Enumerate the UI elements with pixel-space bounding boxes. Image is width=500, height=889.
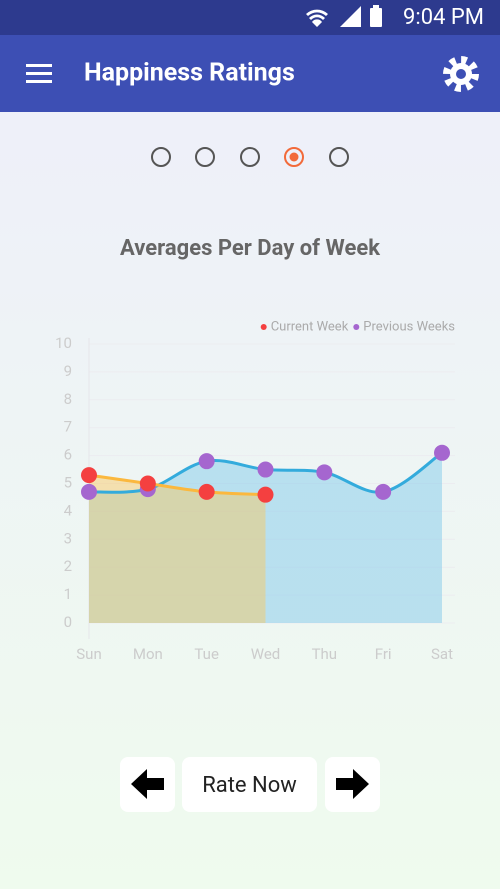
line — [88, 473, 266, 497]
point — [316, 464, 333, 481]
settings-button[interactable] — [443, 56, 479, 92]
next-button[interactable] — [325, 757, 380, 812]
point — [81, 483, 97, 500]
legend-dot — [260, 324, 267, 330]
y-tick-label: 3 — [64, 529, 72, 547]
y-tick-label: 5 — [64, 473, 72, 491]
point — [257, 461, 274, 478]
app-bar — [0, 35, 500, 112]
signal-icon — [340, 6, 361, 27]
rate-button[interactable]: Rate Now — [182, 757, 317, 812]
legend-label: Previous Weeks — [363, 319, 455, 334]
point — [434, 444, 450, 461]
point — [198, 453, 215, 470]
point — [198, 483, 215, 500]
status-icons — [306, 5, 382, 27]
point — [375, 483, 392, 500]
app-title: Happiness Ratings — [84, 59, 295, 88]
legend-dot — [353, 324, 360, 330]
page-dot[interactable] — [151, 147, 171, 167]
x-tick-label: Mon — [133, 645, 163, 663]
battery-icon — [370, 8, 382, 27]
prev-button[interactable] — [120, 757, 175, 812]
y-tick-label: 9 — [64, 362, 72, 380]
y-tick-label: 0 — [64, 613, 72, 631]
x-tick-label: Sat — [431, 645, 453, 663]
x-tick-label: Fri — [375, 645, 392, 663]
x-tick-label: Thu — [312, 645, 337, 663]
status-bar — [0, 0, 500, 35]
page-dot[interactable] — [240, 147, 260, 167]
page-dot-fill — [289, 152, 299, 162]
clock: 9:04 PM — [403, 5, 484, 30]
rate-label: Rate Now — [202, 773, 297, 798]
y-tick-label: 10 — [55, 334, 72, 352]
x-tick-label: Sun — [76, 645, 101, 663]
point — [139, 475, 156, 492]
area — [89, 452, 442, 623]
legend-label: Current Week — [271, 319, 349, 334]
x-tick-label: Wed — [251, 645, 281, 663]
y-tick-label: 1 — [64, 585, 72, 603]
y-tick-label: 2 — [64, 557, 72, 575]
wifi-icon — [306, 9, 328, 27]
page-dot-active[interactable] — [284, 147, 304, 167]
battery-tip — [373, 5, 379, 8]
point — [257, 486, 274, 503]
y-tick-label: 4 — [64, 501, 73, 519]
x-tick-label: Tue — [194, 645, 219, 663]
page-dot[interactable] — [195, 147, 215, 167]
chart: 0 1 2 3 4 5 6 7 8 9 10 Sun Mon Tue Wed Thu Fri Sat Previou… — [55, 319, 455, 663]
area — [89, 475, 266, 623]
y-tick-label: 6 — [64, 446, 72, 464]
y-tick-label: 7 — [64, 418, 72, 436]
y-tick-label: 8 — [64, 390, 72, 408]
chart-title: Averages Per Day of Week — [120, 236, 380, 261]
menu-button[interactable] — [26, 64, 52, 83]
point — [81, 467, 97, 484]
page-dot[interactable] — [329, 147, 349, 167]
pager — [151, 147, 349, 167]
